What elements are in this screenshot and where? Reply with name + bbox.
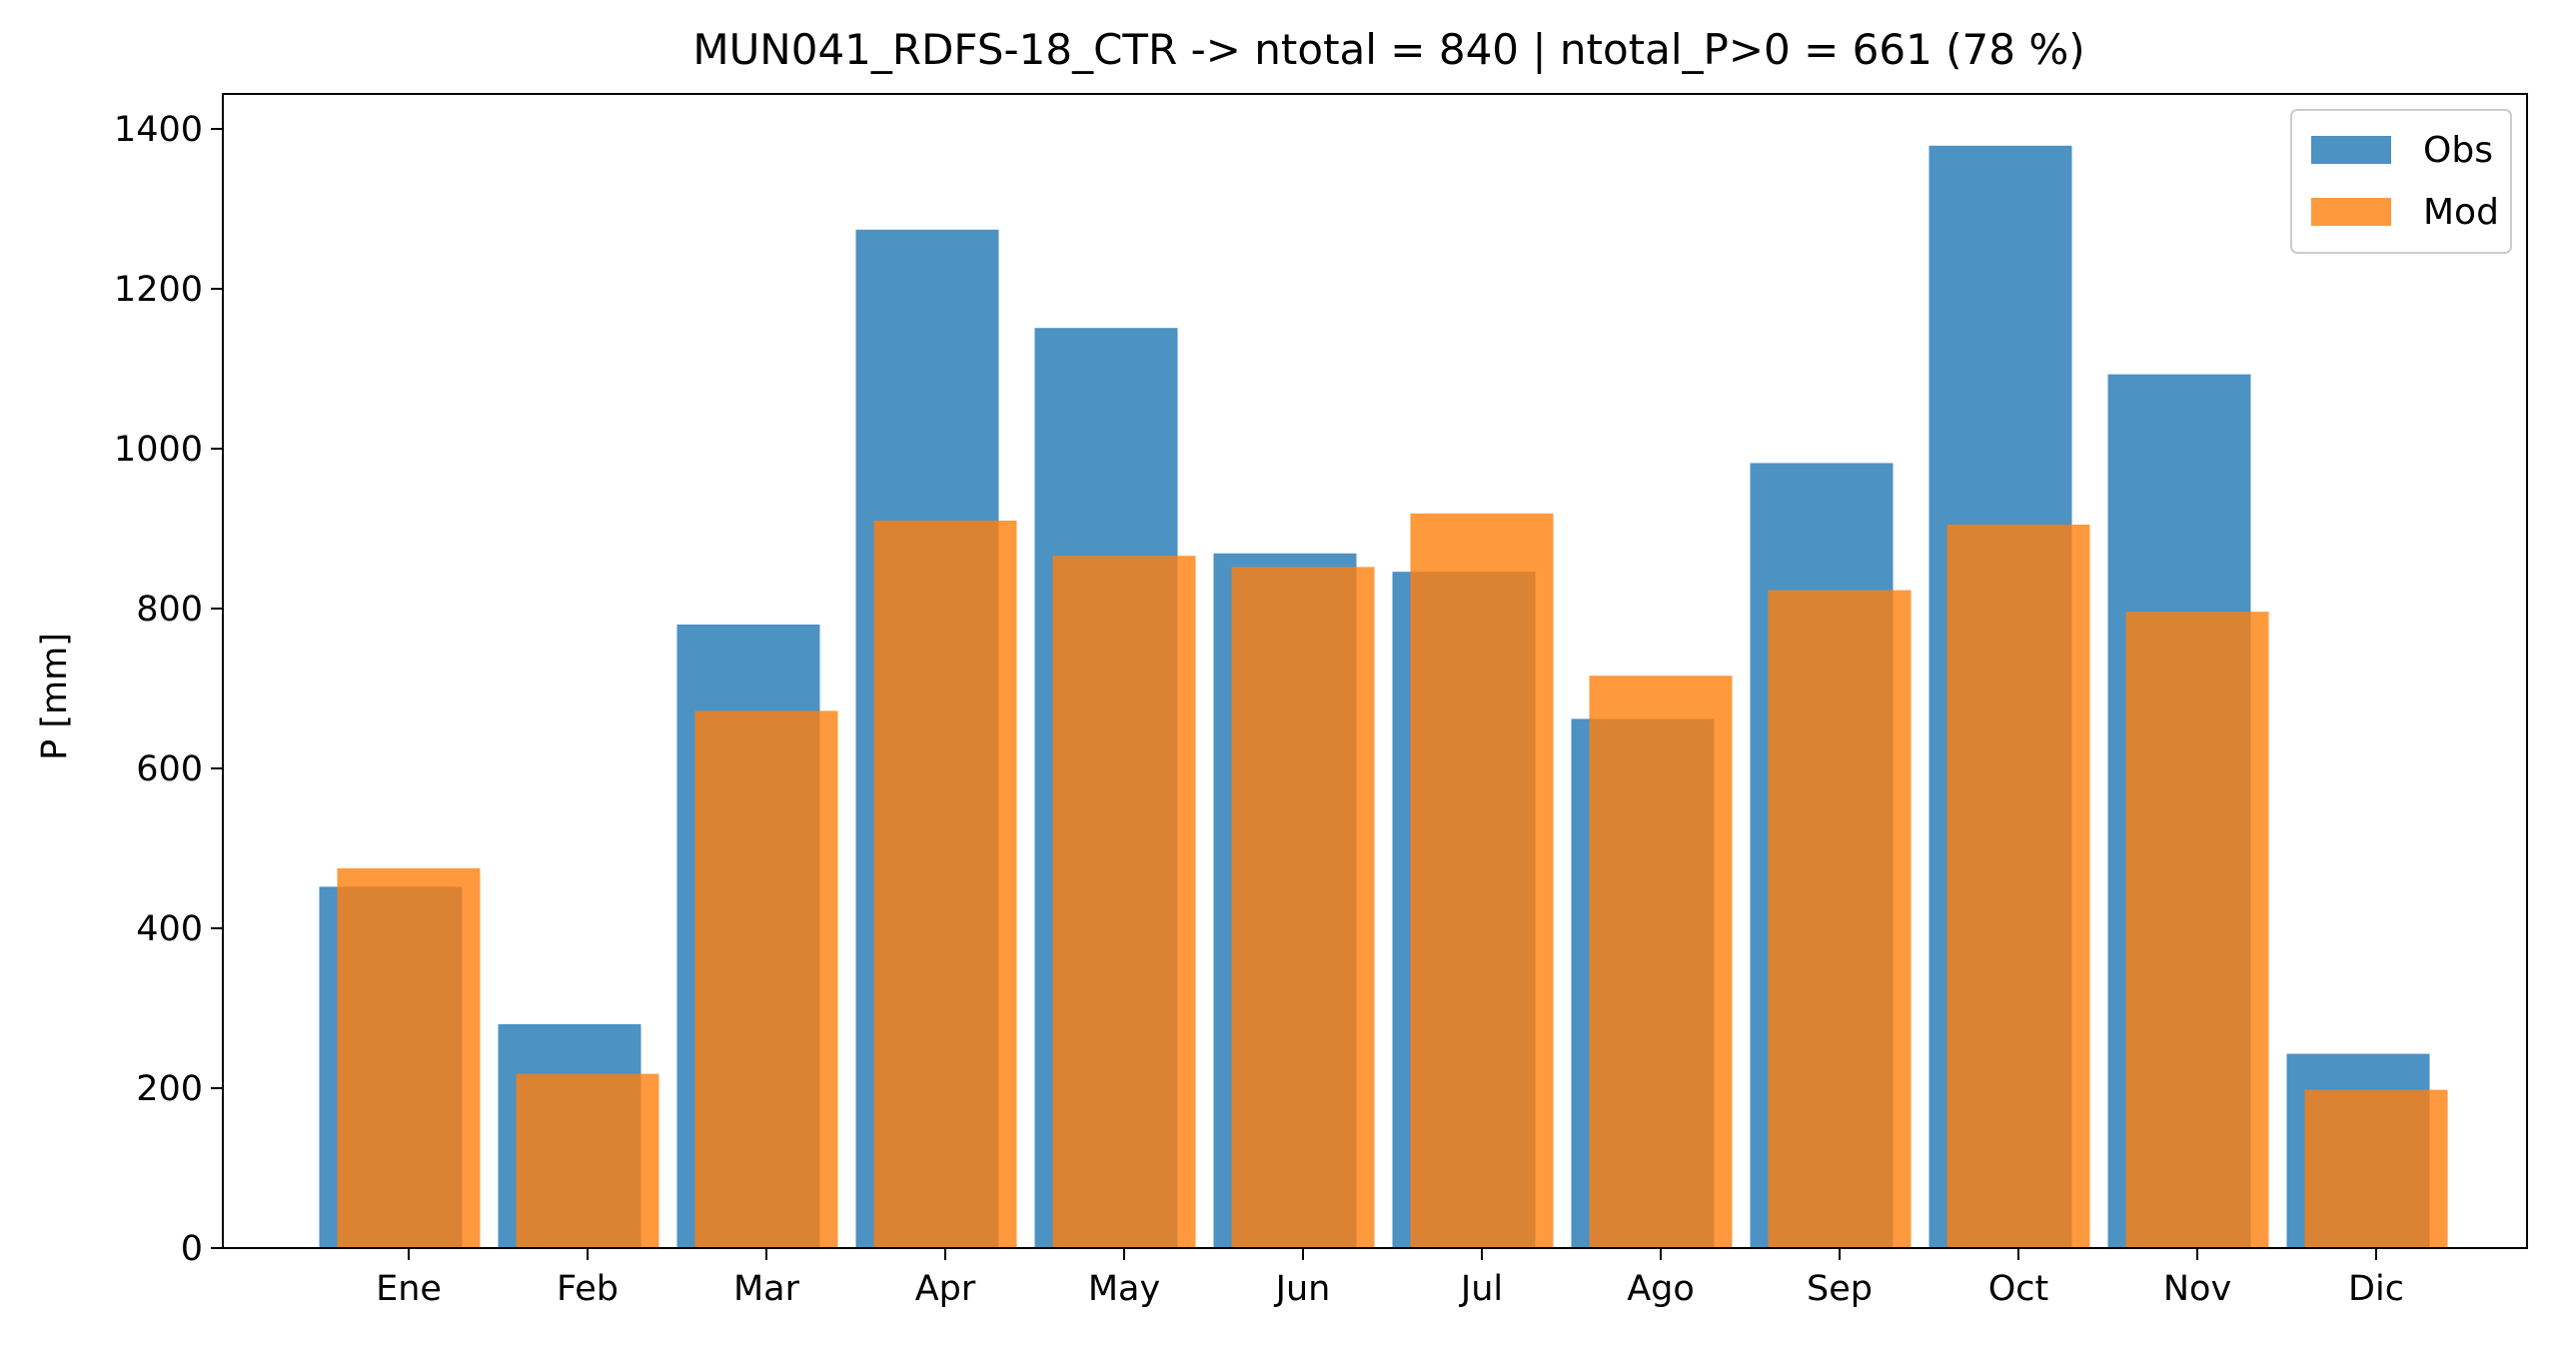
bar-mod-nov [2125, 612, 2269, 1248]
bar-mod-oct [1946, 525, 2090, 1248]
x-tick-label: Jun [1274, 1269, 1331, 1309]
x-tick-label: Nov [2163, 1269, 2231, 1309]
x-tick-label: Jul [1459, 1269, 1503, 1309]
bar-mod-ene [337, 868, 481, 1248]
bar-mod-mar [694, 710, 838, 1248]
bar-mod-apr [873, 521, 1017, 1248]
y-axis-ticks: 0 200 400 600 800 1000 1200 1400 [114, 110, 223, 1269]
bar-mod-feb [516, 1073, 659, 1248]
x-tick-label: Ene [376, 1269, 442, 1309]
x-tick-label: Mar [733, 1269, 800, 1309]
x-tick-label: Ago [1627, 1269, 1695, 1309]
x-tick-label: May [1088, 1269, 1160, 1309]
bars-layer [319, 145, 2448, 1249]
y-tick-label: 200 [136, 1069, 203, 1109]
bar-mod-dic [2304, 1089, 2448, 1248]
y-tick-label: 600 [136, 749, 203, 789]
y-tick-label: 1000 [114, 430, 203, 470]
chart-title: MUN041_RDFS-18_CTR -> ntotal = 840 | nto… [692, 25, 2084, 74]
legend: Obs Mod [2290, 109, 2512, 254]
y-axis-label: P [mm] [35, 633, 75, 760]
x-axis-ticks: Ene Feb Mar Apr May Jun Jul Ago Sep Oct Nov Dic [376, 1248, 2404, 1309]
y-tick-label: 800 [136, 590, 203, 630]
y-tick-label: 400 [136, 909, 203, 949]
y-tick-label: 1200 [114, 270, 203, 310]
x-tick-label: Feb [557, 1269, 619, 1309]
plot-frame [222, 93, 2528, 1249]
legend-label-mod: Mod [2423, 192, 2499, 233]
legend-swatch-obs [2311, 136, 2391, 164]
y-tick-label: 1400 [114, 110, 203, 150]
x-tick-label: Oct [1988, 1269, 2049, 1309]
bar-mod-sep [1768, 590, 1912, 1248]
bar-mod-ago [1589, 675, 1733, 1248]
x-tick-label: Apr [915, 1269, 976, 1309]
bar-mod-jun [1231, 567, 1375, 1248]
bar-mod-jul [1410, 513, 1554, 1248]
y-tick-label: 0 [181, 1229, 203, 1269]
legend-label-obs: Obs [2423, 130, 2493, 171]
legend-swatch-mod [2311, 198, 2391, 226]
x-tick-label: Dic [2348, 1269, 2404, 1309]
bar-mod-may [1052, 556, 1196, 1248]
x-tick-label: Sep [1807, 1269, 1873, 1309]
